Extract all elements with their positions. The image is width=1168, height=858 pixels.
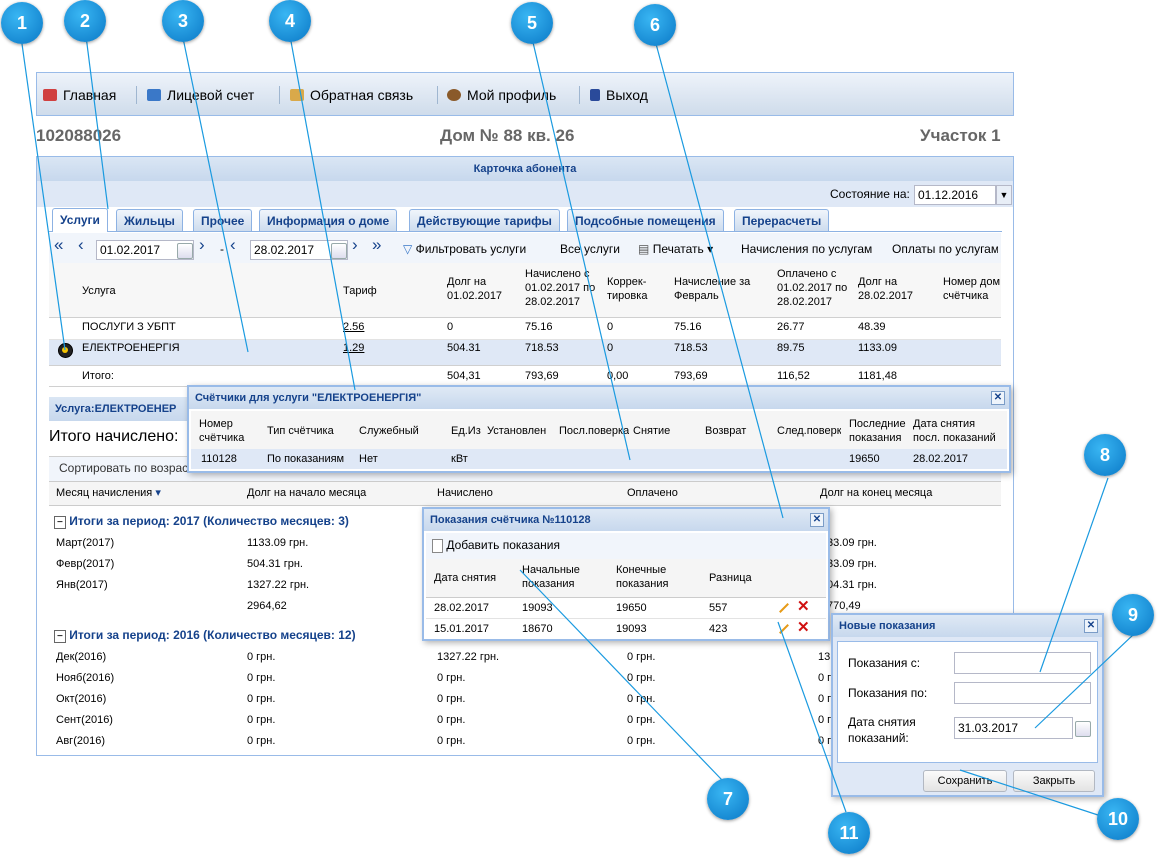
table-row[interactable]: [49, 317, 1001, 340]
document-icon: [432, 538, 443, 553]
last-page-icon[interactable]: »: [372, 235, 382, 254]
print-button[interactable]: ▤ Печатать ▾: [638, 242, 714, 256]
tab-house-info[interactable]: Информация о доме: [259, 209, 398, 231]
next-icon[interactable]: ›: [352, 235, 358, 254]
callout-3: 3: [162, 0, 204, 42]
panel-title: Карточка абонента: [37, 157, 1013, 181]
address: Дом № 88 кв. 26: [440, 126, 575, 145]
charges-by-service-button[interactable]: Начисления по услугам: [741, 242, 873, 256]
close-icon[interactable]: ✕: [810, 513, 824, 527]
services-grid-header: [49, 263, 1001, 318]
filter-services-button[interactable]: ▽ Фильтровать услуги: [403, 242, 527, 256]
add-readings-button[interactable]: Добавить показания: [432, 538, 560, 553]
reading-date-input[interactable]: 31.03.2017: [954, 717, 1073, 739]
callout-9: 9: [1112, 594, 1154, 636]
calendar-icon[interactable]: [177, 243, 193, 259]
readings-window: Показания счётчика №110128 ✕ Добавить по…: [422, 507, 830, 641]
nav-home[interactable]: Главная: [43, 87, 116, 103]
group-header-2017[interactable]: − Итоги за период: 2017 (Количество меся…: [54, 514, 349, 529]
group-header-2016[interactable]: − Итоги за период: 2016 (Количество меся…: [54, 628, 356, 643]
close-button[interactable]: Закрыть: [1013, 770, 1095, 792]
tab-other[interactable]: Прочее: [193, 209, 253, 231]
exit-icon: [590, 89, 600, 101]
new-readings-window: Новые показания ✕ Показания с: Показания…: [831, 613, 1104, 797]
table-row[interactable]: [191, 449, 1007, 469]
account-icon: [147, 89, 161, 101]
date-to-input[interactable]: 28.02.2017: [250, 240, 348, 260]
nav-account[interactable]: Лицевой счет: [147, 87, 254, 103]
tab-residents[interactable]: Жильцы: [116, 209, 183, 231]
delete-icon[interactable]: ✕: [797, 598, 810, 615]
prev-icon[interactable]: ‹: [230, 235, 236, 254]
callout-5: 5: [511, 2, 553, 44]
all-services-button[interactable]: Все услуги: [560, 242, 620, 256]
readings-to-input[interactable]: [954, 682, 1091, 704]
close-icon[interactable]: ✕: [991, 391, 1005, 405]
prev-icon[interactable]: ‹: [78, 235, 84, 254]
district: Участок 1: [920, 126, 1001, 145]
chevron-down-icon[interactable]: ▼: [996, 185, 1012, 205]
home-icon: [43, 89, 57, 101]
tab-services[interactable]: Услуги: [52, 208, 108, 232]
total-charged-label: Итого начислено:: [49, 428, 179, 445]
delete-icon[interactable]: ✕: [797, 619, 810, 636]
callout-7: 7: [707, 778, 749, 820]
tariff-link[interactable]: 2.56: [343, 321, 365, 333]
callout-10: 10: [1097, 798, 1139, 840]
callout-4: 4: [269, 0, 311, 42]
callout-6: 6: [634, 4, 676, 46]
date-from-input[interactable]: 01.02.2017: [96, 240, 194, 260]
printer-icon: ▤: [638, 242, 650, 256]
tab-utility-rooms[interactable]: Подсобные помещения: [567, 209, 724, 231]
readings-from-input[interactable]: [954, 652, 1091, 674]
readings-window-title: Показания счётчика №110128: [424, 509, 828, 531]
save-button[interactable]: Сохранить: [923, 770, 1007, 792]
profile-icon: [447, 89, 461, 101]
meters-window-title: Счётчики для услуги "ЕЛЕКТРОЕНЕРГІЯ": [189, 387, 1009, 409]
sort-button[interactable]: Сортировать по возраст: [59, 461, 194, 475]
tab-recalculations[interactable]: Перерасчеты: [734, 209, 830, 231]
new-readings-window-title: Новые показания: [833, 615, 1102, 637]
nav-profile[interactable]: Мой профиль: [447, 87, 556, 103]
payments-by-service-button[interactable]: Оплаты по услугам: [892, 242, 998, 256]
calendar-icon[interactable]: [331, 243, 347, 259]
tab-tariffs[interactable]: Действующие тарифы: [409, 209, 560, 231]
table-row[interactable]: [426, 597, 826, 619]
callout-11: 11: [828, 812, 870, 854]
first-page-icon[interactable]: «: [54, 235, 64, 254]
callout-8: 8: [1084, 434, 1126, 476]
close-icon[interactable]: ✕: [1084, 619, 1098, 633]
callout-2: 2: [64, 0, 106, 42]
filter-icon: ▽: [403, 242, 413, 256]
state-label: Состояние на:: [830, 187, 910, 201]
callout-1: 1: [1, 2, 43, 44]
selected-row-highlight: [49, 339, 1001, 365]
next-icon[interactable]: ›: [199, 235, 205, 254]
nav-exit[interactable]: Выход: [590, 87, 648, 103]
month-column-header[interactable]: Месяц начисления ▾: [56, 487, 161, 499]
calendar-icon[interactable]: [1075, 721, 1091, 737]
state-date-input[interactable]: 01.12.2016: [914, 185, 996, 205]
meters-window: Счётчики для услуги "ЕЛЕКТРОЕНЕРГІЯ" ✕ Н…: [187, 385, 1011, 473]
